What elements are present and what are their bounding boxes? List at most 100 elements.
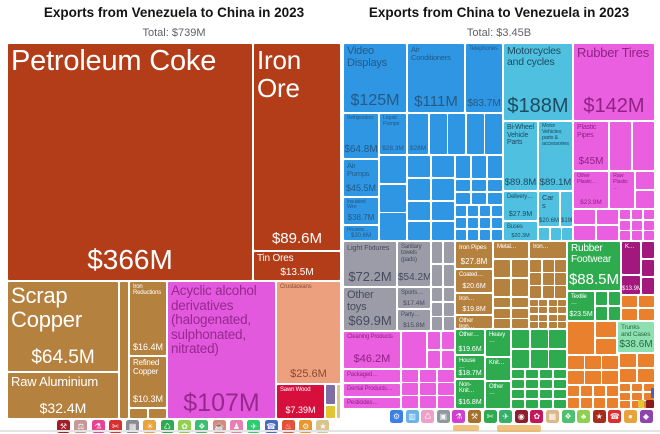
treemap-cell-pesticides[interactable]: Pesticides… xyxy=(344,398,400,408)
treemap-cell[interactable] xyxy=(530,322,538,328)
treemap-cell[interactable] xyxy=(620,354,637,368)
treemap-cell[interactable] xyxy=(511,298,528,307)
treemap-cell[interactable] xyxy=(642,242,654,259)
treemap-cell[interactable] xyxy=(431,156,454,178)
treemap-cell-packaged[interactable]: Packaged… xyxy=(344,370,400,382)
treemap-cell[interactable] xyxy=(467,229,479,240)
animal-products-icon[interactable]: ☕ xyxy=(212,420,226,433)
treemap-cell[interactable] xyxy=(642,277,654,294)
treemap-cell[interactable] xyxy=(585,356,601,370)
treemap-cell[interactable] xyxy=(456,206,467,217)
treemap-cell-trunks-and-cases[interactable]: Trunks and Cases $38.6M xyxy=(618,322,654,352)
treemap-cell[interactable] xyxy=(466,114,484,154)
treemap-cell-sawn-wood[interactable]: Sawn Wood $7.39M xyxy=(277,385,324,418)
treemap-cell[interactable] xyxy=(525,379,539,389)
treemap-cell[interactable] xyxy=(568,322,594,354)
treemap-cell[interactable] xyxy=(610,122,632,170)
treemap-cell[interactable] xyxy=(380,156,406,183)
electronics-icon[interactable]: ☎ xyxy=(608,410,622,423)
treemap-cell[interactable] xyxy=(494,278,511,296)
treemap-cell[interactable] xyxy=(456,229,467,240)
treemap-cell[interactable] xyxy=(596,225,618,240)
treemap-cell[interactable] xyxy=(593,397,606,408)
treemap-cell[interactable] xyxy=(479,217,491,229)
treemap-cell-other[interactable]: Other… xyxy=(486,382,510,408)
treemap-cell[interactable] xyxy=(608,306,620,320)
treemap-cell[interactable] xyxy=(494,308,511,318)
treemap-cell[interactable] xyxy=(602,370,618,384)
tools-icon[interactable]: ⚙ xyxy=(299,420,313,433)
metals-icon[interactable]: ⚖ xyxy=(74,420,88,433)
energy-icon[interactable]: ♨ xyxy=(281,420,295,433)
treemap-cell[interactable] xyxy=(512,349,529,368)
treemap-cell-sports[interactable]: Sports… $17.4M xyxy=(398,288,430,308)
treemap-cell[interactable] xyxy=(555,286,566,298)
plants-icon[interactable]: ♣ xyxy=(577,410,591,423)
treemap-cell[interactable] xyxy=(620,231,631,240)
treemap-cell[interactable] xyxy=(562,228,572,240)
treemap-cell[interactable] xyxy=(643,220,654,230)
treemap-cell-metal[interactable]: Metal… xyxy=(494,242,528,258)
tools-icon[interactable]: ★ xyxy=(592,410,606,423)
treemap-cell-motor-vehicles-parts-accessori[interactable]: Motor Vehicles; parts & accessories $89.1… xyxy=(539,122,572,190)
treemap-cell[interactable] xyxy=(620,401,631,408)
treemap-cell[interactable] xyxy=(622,296,638,308)
apparel-icon[interactable]: ▥ xyxy=(405,410,419,423)
textiles-icon[interactable]: ✄ xyxy=(483,410,497,423)
treemap-cell-party[interactable]: Party… $15.8M xyxy=(398,310,430,330)
treemap-cell[interactable] xyxy=(542,286,554,298)
treemap-cell[interactable] xyxy=(408,178,431,200)
treemap-cell-refined-copper[interactable]: Refined Copper $10.3M xyxy=(130,357,166,407)
treemap-cell[interactable] xyxy=(631,401,643,408)
treemap-cell[interactable] xyxy=(558,300,566,306)
transportation-icon[interactable]: ✈ xyxy=(247,420,261,433)
treemap-cell[interactable] xyxy=(593,386,606,397)
treemap-cell-light-fixtures[interactable]: Light Fixtures $72.2M xyxy=(344,242,396,286)
treemap-cell[interactable] xyxy=(408,156,431,178)
treemap-cell-19m[interactable]: $19M xyxy=(561,192,572,226)
treemap-cell[interactable] xyxy=(485,114,502,154)
treemap-cell[interactable] xyxy=(530,307,538,314)
instruments-icon[interactable]: ♟ xyxy=(229,420,243,433)
treemap-cell[interactable] xyxy=(542,273,554,285)
treemap-cell[interactable] xyxy=(494,298,511,307)
treemap-cell-knit[interactable]: Knit… xyxy=(486,358,510,380)
treemap-cell[interactable] xyxy=(431,178,454,200)
treemap-cell-28m[interactable]: $28M xyxy=(408,114,428,154)
treemap-cell[interactable] xyxy=(437,383,454,395)
treemap-cell[interactable] xyxy=(380,184,406,212)
machines-icon[interactable]: ⚙ xyxy=(390,410,403,423)
treemap-cell[interactable] xyxy=(568,356,584,370)
treemap-cell-k[interactable]: K… xyxy=(622,242,640,274)
treemap-cell[interactable] xyxy=(643,231,654,240)
treemap-cell[interactable] xyxy=(512,370,525,379)
treemap-cell[interactable] xyxy=(620,392,631,400)
treemap-cell[interactable] xyxy=(432,302,443,316)
treemap-cell[interactable] xyxy=(539,300,548,306)
treemap-cell-13-9m[interactable]: $13.9M xyxy=(622,276,640,294)
treemap-cell[interactable] xyxy=(539,370,553,379)
treemap-cell[interactable] xyxy=(558,314,566,321)
treemap-cell[interactable] xyxy=(620,368,637,382)
treemap-cell[interactable] xyxy=(512,330,529,349)
treemap-cell[interactable] xyxy=(525,370,539,379)
treemap-cell[interactable] xyxy=(539,399,553,408)
treemap-cell[interactable] xyxy=(548,300,557,306)
treemap-cell[interactable] xyxy=(631,210,643,219)
treemap-cell-coated[interactable]: Coated… $20.6M xyxy=(456,270,492,292)
vegetables-icon[interactable]: ✿ xyxy=(178,420,192,433)
treemap-cell[interactable] xyxy=(428,332,441,350)
treemap-cell[interactable] xyxy=(479,229,491,240)
treemap-cell[interactable] xyxy=(326,385,335,404)
treemap-cell[interactable] xyxy=(530,286,541,298)
treemap-cell[interactable] xyxy=(638,308,654,320)
treemap-cell[interactable] xyxy=(643,384,654,391)
treemap-cell[interactable] xyxy=(602,356,618,370)
treemap-cell[interactable] xyxy=(539,314,548,321)
chemicals-icon[interactable]: ⚗ xyxy=(452,410,466,423)
treemap-cell-non-knit[interactable]: Non-Knit… $16.8M xyxy=(456,380,484,408)
treemap-cell[interactable] xyxy=(491,217,502,229)
treemap-cell[interactable] xyxy=(130,409,148,418)
treemap-cell[interactable] xyxy=(487,192,502,204)
treemap-cell[interactable] xyxy=(631,220,643,230)
